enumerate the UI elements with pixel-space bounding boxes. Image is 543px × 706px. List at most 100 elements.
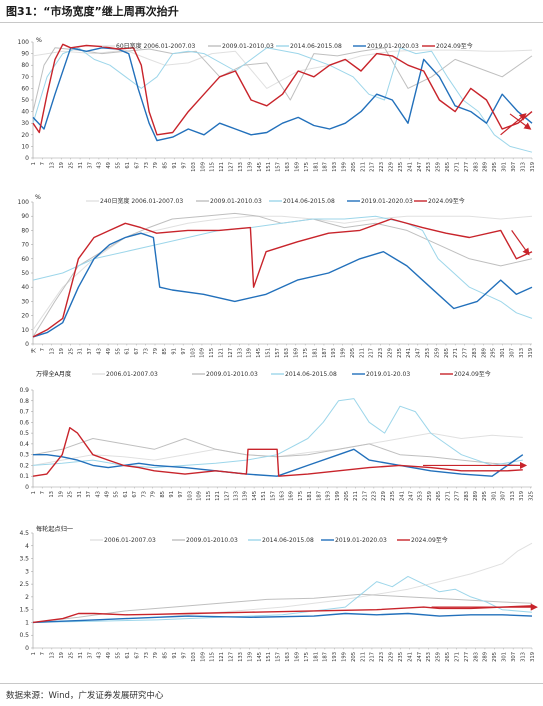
x-tick-label: 67: [134, 348, 140, 355]
x-tick-label: 301: [491, 491, 497, 501]
x-tick-label: 235: [398, 652, 404, 662]
legend-label-s2014: 2014.06-2015.08: [285, 371, 337, 378]
y-tick-label: 4: [25, 543, 29, 550]
y-tick-label: 0.1: [19, 473, 29, 480]
x-tick-label: 295: [492, 652, 498, 662]
x-tick-label: 217: [362, 491, 368, 501]
x-tick-label: 163: [284, 348, 290, 358]
legend-label-s2009: 2009.01-2010.03: [186, 537, 238, 544]
x-tick-label: 193: [331, 348, 337, 358]
x-tick-label: 199: [341, 162, 347, 172]
x-tick-label: 43: [96, 348, 102, 355]
x-tick-label: 49: [106, 652, 112, 659]
x-tick-label: 181: [313, 162, 319, 172]
x-tick-label: 289: [473, 491, 479, 501]
x-tick-label: 229: [381, 491, 387, 501]
x-tick-label: 181: [307, 491, 313, 501]
x-tick-label: 109: [200, 652, 206, 662]
x-tick-label: 259: [427, 491, 433, 501]
legend-label-s2019: 2019.01-2020.03: [367, 43, 419, 50]
x-tick-label: 241: [399, 491, 405, 501]
y-tick-label: 0: [25, 484, 29, 491]
y-tick-label: 0.4: [19, 441, 29, 448]
x-tick-label: 31: [77, 491, 83, 498]
x-tick-label: 265: [444, 348, 450, 358]
x-tick-label: 85: [160, 491, 166, 498]
x-tick-label: 151: [261, 491, 267, 501]
x-tick-label: 103: [190, 348, 196, 358]
x-tick-label: 55: [114, 491, 120, 498]
x-tick-label: 103: [191, 162, 197, 172]
y-tick-label: 90: [21, 213, 29, 220]
y-tick-label: 20: [21, 132, 29, 139]
x-tick-label: 247: [417, 652, 423, 662]
x-tick-label: 259: [434, 348, 440, 358]
x-tick-label: 271: [445, 491, 451, 501]
x-tick-label: 217: [369, 348, 375, 358]
legend-label-s2006: 2006.01-2007.03: [106, 371, 158, 378]
y-tick-label: 30: [21, 298, 29, 305]
x-tick-label: 91: [172, 162, 178, 169]
y-tick-label: 70: [21, 74, 29, 81]
x-tick-label: 67: [134, 652, 140, 659]
y-tick-label: 2.5: [19, 581, 29, 588]
x-tick-label: 145: [257, 652, 263, 662]
x-tick-label: 55: [115, 348, 121, 355]
x-tick-label: 91: [169, 491, 175, 498]
x-tick-label: 283: [473, 162, 479, 172]
y-tick-label: 80: [21, 62, 29, 69]
x-tick-label: 121: [219, 348, 225, 358]
x-tick-label: 19: [58, 491, 64, 498]
x-tick-label: 97: [181, 162, 187, 169]
x-tick-label: 7: [40, 162, 46, 165]
x-tick-label: 235: [390, 491, 396, 501]
series-line-s2014: [32, 215, 533, 319]
x-tick-label: 127: [229, 162, 235, 172]
x-tick-label: 19: [59, 348, 65, 355]
x-tick-label: 271: [454, 652, 460, 662]
legend-label-s2024: 2024.09至今: [454, 370, 491, 378]
footer: 数据来源：Wind，广发证券发展研究中心: [0, 683, 543, 706]
x-tick-label: 193: [332, 162, 338, 172]
x-tick-label: 1: [31, 491, 37, 494]
x-tick-label: 319: [530, 162, 536, 172]
x-tick-label: 55: [116, 652, 122, 659]
x-tick-label: 163: [285, 162, 291, 172]
x-tick-label: 241: [407, 652, 413, 662]
x-tick-label: 211: [353, 491, 359, 501]
legend-label-s2014: 2014.06-2015.08: [283, 198, 335, 205]
x-tick-label: 133: [238, 162, 244, 172]
x-tick-label: 73: [144, 162, 150, 169]
x-tick-label: 235: [398, 162, 404, 172]
x-tick-label: 247: [409, 491, 415, 501]
x-tick-label: 313: [510, 491, 516, 501]
x-tick-label: 25: [68, 348, 74, 355]
x-tick-label: 193: [332, 652, 338, 662]
x-tick-label: 103: [191, 652, 197, 662]
x-tick-label: 37: [87, 162, 93, 169]
legend-label-s2006: 2006.01-2007.03: [104, 537, 156, 544]
x-tick-label: 271: [453, 348, 459, 358]
x-tick-label: 37: [87, 348, 93, 355]
legend-label-s2019: 2019.01-20.03: [366, 371, 410, 378]
x-tick-label: 97: [181, 652, 187, 659]
x-tick-label: 115: [210, 652, 216, 662]
x-tick-label: 97: [178, 491, 184, 498]
x-tick-label: 199: [341, 348, 347, 358]
x-tick-label: 13: [50, 162, 56, 169]
series-line-s2024: [32, 605, 533, 624]
x-tick-label: 229: [389, 162, 395, 172]
x-tick-label: 163: [285, 652, 291, 662]
x-tick-label: 265: [445, 162, 451, 172]
x-tick-label: 319: [530, 652, 536, 662]
y-tick-label: 0.9: [19, 387, 29, 394]
x-tick-label: 79: [153, 348, 159, 355]
legend-label-s2014: 2014.06-2015.08: [290, 43, 342, 50]
legend-label-s2024: 2024.09至今: [411, 536, 448, 544]
x-tick-label: 19: [59, 652, 65, 659]
x-tick-label: 79: [153, 162, 159, 169]
legend-label-s2006: 240日宽度 2006.01-2007.03: [100, 197, 183, 205]
x-tick-label: 289: [481, 348, 487, 358]
x-tick-label: 7: [40, 348, 46, 351]
